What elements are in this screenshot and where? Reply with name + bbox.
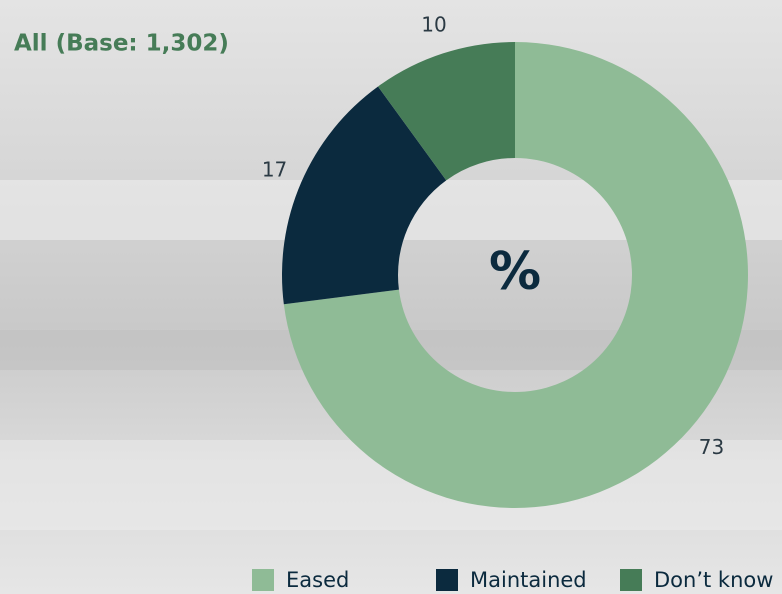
legend-swatch: [252, 569, 274, 591]
legend-swatch: [436, 569, 458, 591]
chart: All (Base: 1,302) % Eased Maintained Don’t…: [0, 0, 782, 594]
value-label: 10: [421, 12, 446, 36]
legend-label: Don’t know: [654, 568, 773, 592]
center-label: %: [489, 242, 541, 302]
legend: Eased Maintained Don’t know: [252, 568, 773, 592]
value-label: 17: [262, 157, 287, 181]
chart-title: All (Base: 1,302): [14, 31, 229, 57]
page: All (Base: 1,302) % Eased Maintained Don’t…: [0, 0, 782, 594]
legend-swatch: [620, 569, 642, 591]
legend-label: Eased: [286, 568, 349, 592]
legend-label: Maintained: [470, 568, 587, 592]
value-label: 73: [699, 435, 724, 459]
